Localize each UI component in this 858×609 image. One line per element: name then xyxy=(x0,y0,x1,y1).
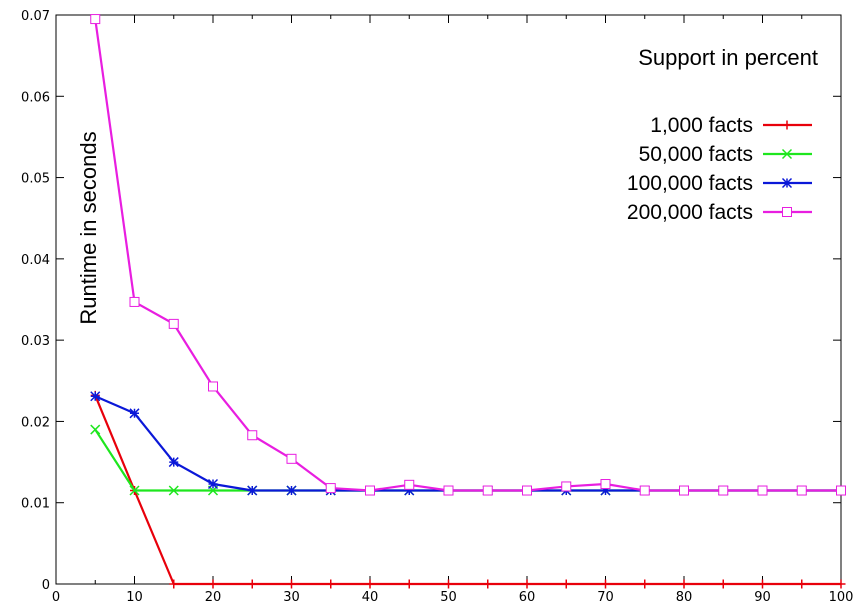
data-point xyxy=(247,430,258,441)
data-point xyxy=(758,579,767,589)
y-tick-label: 0.01 xyxy=(21,497,50,512)
data-point xyxy=(797,579,807,589)
data-point xyxy=(718,485,729,496)
y-tick-label: 0 xyxy=(42,578,50,593)
y-tick-label: 0.02 xyxy=(21,415,50,430)
y-tick-label: 0.03 xyxy=(21,334,50,349)
data-point xyxy=(482,485,493,496)
series-2 xyxy=(90,424,847,496)
x-tick-label: 70 xyxy=(597,590,614,605)
data-point xyxy=(168,318,179,329)
x-tick-label: 10 xyxy=(126,590,143,605)
legend-item: 200,000 facts xyxy=(627,201,812,224)
data-point xyxy=(365,485,375,496)
data-point xyxy=(561,481,572,492)
legend-item: 50,000 facts xyxy=(639,143,812,166)
data-point xyxy=(168,485,179,496)
data-point xyxy=(796,485,807,496)
series-3 xyxy=(90,391,847,496)
series-group xyxy=(90,14,847,589)
axis-ticks xyxy=(55,14,842,585)
data-point xyxy=(247,485,258,496)
x-tick-label: 60 xyxy=(519,590,536,605)
legend-label: 1,000 facts xyxy=(650,114,753,137)
x-tick-label: 90 xyxy=(754,590,771,605)
data-point xyxy=(443,485,454,496)
x-tick-labels: 0 10 20 30 40 50 60 70 80 90 100 xyxy=(52,590,854,605)
data-point xyxy=(129,296,140,307)
data-point xyxy=(286,485,297,496)
data-point xyxy=(247,579,257,589)
x-tick-label: 20 xyxy=(205,590,222,605)
data-point xyxy=(90,424,101,435)
data-point xyxy=(836,485,846,496)
legend-marker xyxy=(782,120,792,130)
data-point xyxy=(90,391,101,402)
data-point xyxy=(286,453,297,464)
data-point xyxy=(679,485,689,496)
data-point xyxy=(836,579,846,589)
x-tick-label: 40 xyxy=(362,590,379,605)
legend-label: 50,000 facts xyxy=(639,143,753,166)
data-point xyxy=(208,381,218,392)
data-point xyxy=(522,485,532,496)
legend-item: 100,000 facts xyxy=(627,172,812,195)
series-line xyxy=(94,394,841,586)
x-tick-label: 0 xyxy=(52,590,60,605)
plot-frame xyxy=(55,14,842,585)
data-point xyxy=(129,485,140,496)
data-point xyxy=(444,579,453,589)
legend-marker xyxy=(781,177,793,189)
data-point xyxy=(718,579,728,589)
data-point xyxy=(522,579,532,589)
data-point xyxy=(679,579,689,589)
legend-marker xyxy=(782,207,792,217)
y-tick-label: 0.04 xyxy=(21,253,50,268)
data-point xyxy=(600,479,611,490)
y-tick-label: 0.06 xyxy=(21,90,50,105)
data-point xyxy=(169,579,179,589)
y-tick-label: 0.05 xyxy=(21,172,50,187)
data-point xyxy=(483,579,493,589)
y-axis-label: Runtime in seconds xyxy=(76,131,101,324)
data-point xyxy=(404,479,415,490)
data-point xyxy=(208,579,218,589)
x-tick-label: 80 xyxy=(676,590,693,605)
data-point xyxy=(639,485,650,496)
y-tick-label: 0.07 xyxy=(21,9,50,24)
x-tick-label: 50 xyxy=(440,590,457,605)
x-tick-label: 30 xyxy=(283,590,300,605)
series-line xyxy=(94,395,841,492)
series-4 xyxy=(90,14,846,496)
data-point xyxy=(757,485,768,496)
data-point xyxy=(561,579,571,589)
legend-marker xyxy=(781,148,793,160)
data-point xyxy=(404,579,414,589)
data-point xyxy=(90,14,101,25)
data-point xyxy=(640,579,650,589)
data-point xyxy=(326,579,336,589)
legend-label: 200,000 facts xyxy=(627,201,753,224)
y-tick-labels: 0 0.01 0.02 0.03 0.04 0.05 0.06 0.07 xyxy=(21,9,50,593)
data-point xyxy=(129,408,140,419)
data-point xyxy=(404,485,415,496)
legend-label: 100,000 facts xyxy=(627,172,753,195)
chart-title: Support in percent xyxy=(638,45,818,70)
legend-item: 1,000 facts xyxy=(650,114,812,137)
x-tick-label: 100 xyxy=(829,590,854,605)
data-point xyxy=(207,478,219,490)
series-line xyxy=(94,18,841,492)
data-point xyxy=(365,579,375,589)
legend: 1,000 facts 50,000 facts 100,000 facts 200,… xyxy=(627,114,812,224)
data-point xyxy=(600,485,611,496)
data-point xyxy=(601,579,610,589)
data-point xyxy=(287,579,296,589)
data-point xyxy=(168,457,179,468)
data-point xyxy=(325,483,336,494)
